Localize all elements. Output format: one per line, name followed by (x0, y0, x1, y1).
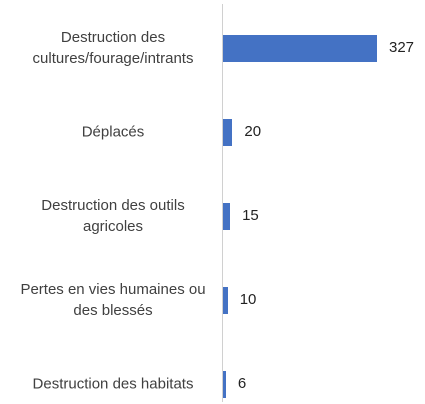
data-label: 10 (239, 291, 257, 308)
category-label: Pertes en vies humaines ou des blessés (20, 281, 206, 319)
data-label: 6 (237, 375, 247, 392)
data-label: 20 (244, 123, 262, 140)
category-label: Destruction des cultures/fourage/intrant… (32, 29, 194, 67)
data-label: 15 (242, 207, 259, 224)
bar (223, 286, 228, 314)
category-axis (222, 4, 223, 402)
bar (223, 118, 233, 146)
data-label: 327 (389, 39, 415, 56)
category-label: Destruction des habitats (32, 375, 194, 393)
bar (223, 202, 231, 230)
category-label: Déplacés (81, 123, 145, 141)
bar (223, 370, 226, 398)
bar (223, 34, 377, 62)
category-label: Destruction des outils agricoles (41, 197, 185, 235)
